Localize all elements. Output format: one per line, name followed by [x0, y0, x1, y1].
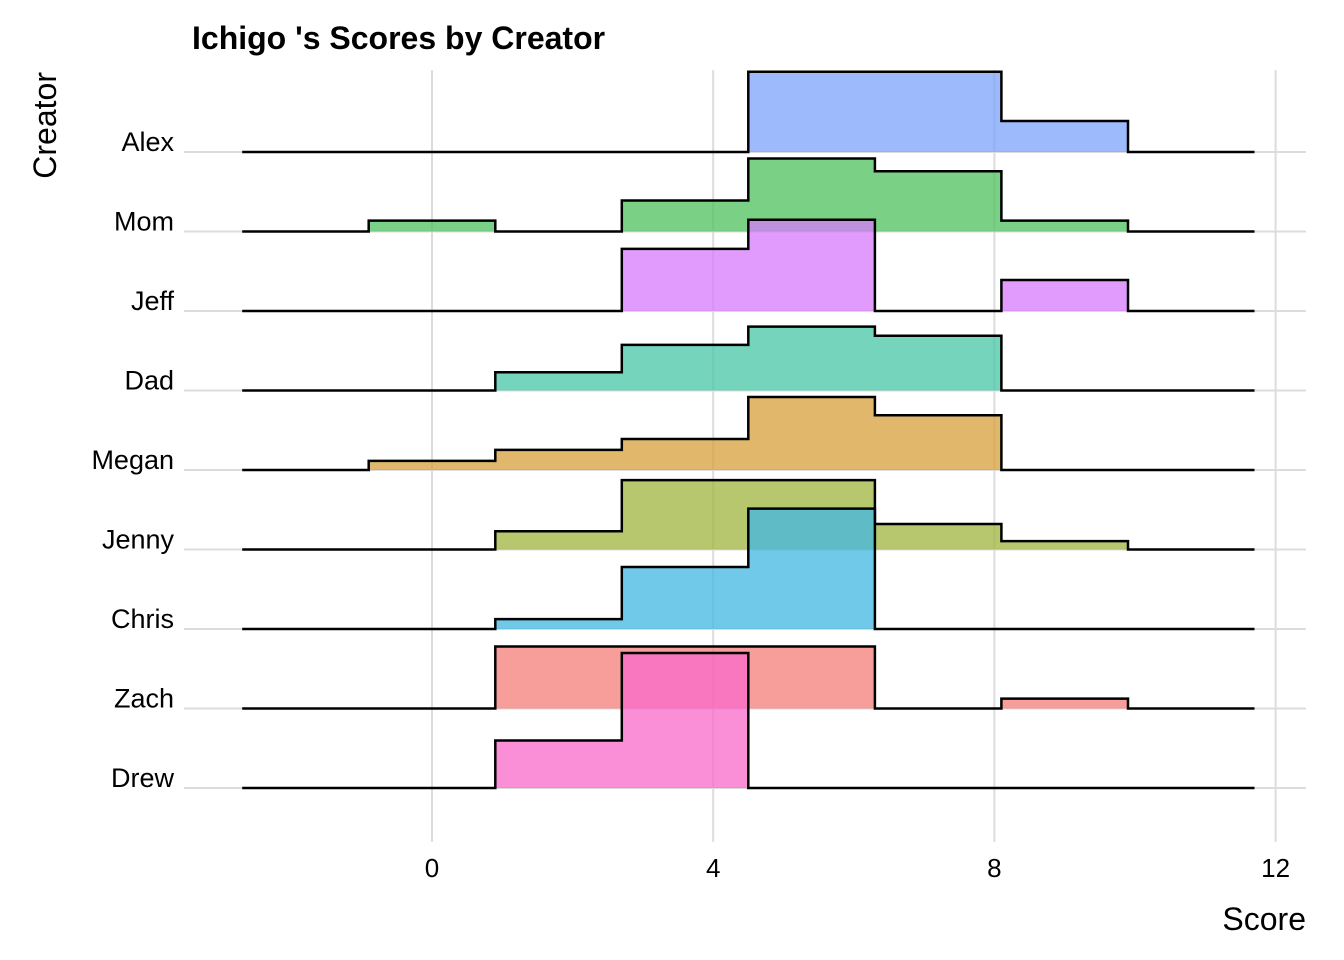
- category-label-dad: Dad: [124, 366, 174, 396]
- x-axis-title: Score: [1222, 901, 1306, 937]
- ridges: [242, 70, 1255, 790]
- ridge-jeff: [242, 218, 1255, 313]
- category-label-zach: Zach: [114, 684, 174, 714]
- ridge-alex: [242, 70, 1255, 154]
- x-tick-label-0: 0: [425, 853, 439, 883]
- category-label-megan: Megan: [91, 445, 174, 475]
- category-label-drew: Drew: [111, 763, 175, 793]
- ridge-dad: [242, 325, 1255, 392]
- ridge-mom: [242, 157, 1255, 233]
- x-axis-tick-labels: 0 4 8 12: [425, 853, 1290, 883]
- chart-title: Ichigo 's Scores by Creator: [192, 20, 605, 56]
- x-tick-label-2: 8: [987, 853, 1001, 883]
- y-axis-title: Creator: [27, 72, 63, 179]
- x-tick-label-3: 12: [1261, 853, 1290, 883]
- category-label-alex: Alex: [121, 127, 174, 157]
- ridge-drew: [242, 651, 1255, 790]
- category-label-jeff: Jeff: [131, 286, 175, 316]
- category-label-jenny: Jenny: [102, 525, 175, 555]
- category-label-chris: Chris: [111, 604, 174, 634]
- category-labels: Alex Mom Jeff Dad Megan Jenny Chris Zach Drew: [91, 127, 174, 793]
- ridge-chris: [242, 507, 1255, 631]
- x-tick-label-1: 4: [706, 853, 720, 883]
- ridge-megan: [242, 395, 1255, 472]
- category-label-mom: Mom: [114, 207, 174, 237]
